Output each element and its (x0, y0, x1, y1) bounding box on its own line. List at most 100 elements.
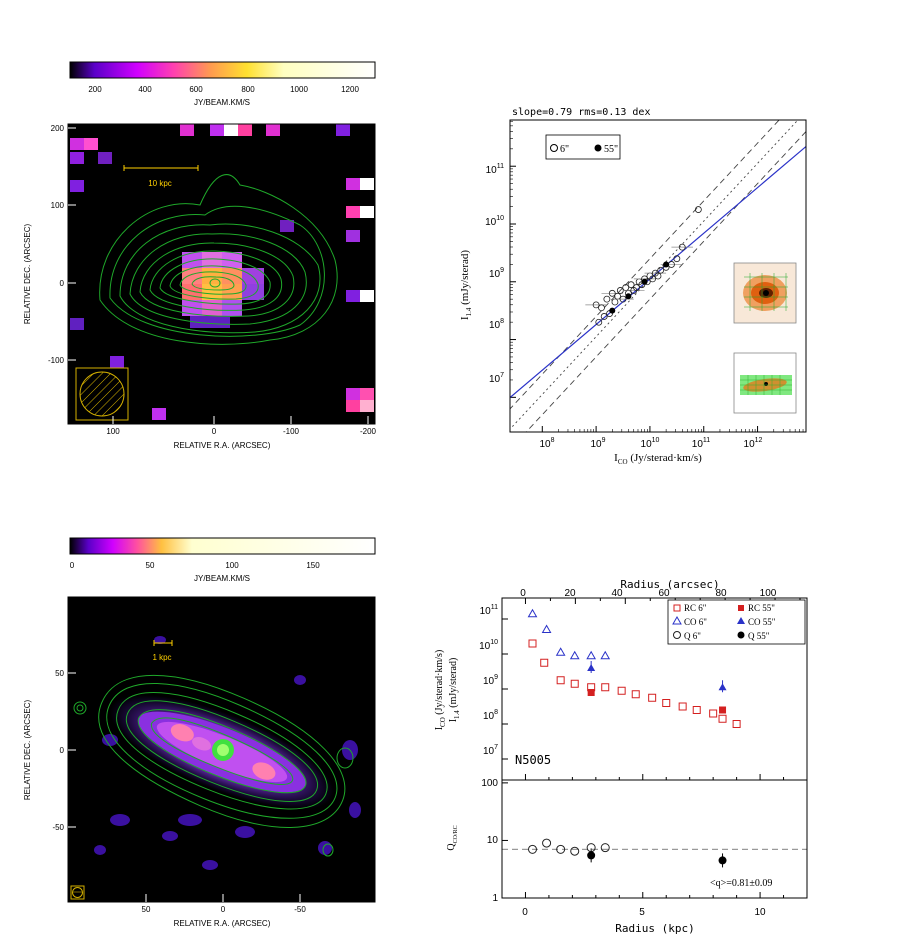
legend-label: Q 55" (748, 631, 770, 641)
x-tick: 0 (221, 905, 226, 914)
q-tick: 10 (487, 835, 499, 846)
rc-6arcsec-point (540, 658, 549, 667)
co-55arcsec-point (718, 683, 727, 691)
y-axis-label: I1.4 (mJy/sterad) (459, 250, 473, 320)
rc-6arcsec-point (678, 702, 687, 711)
rc-55arcsec-point (587, 689, 595, 696)
cb-tick: 0 (70, 561, 75, 570)
y-tick: 0 (60, 746, 65, 755)
cb-tick: 1200 (341, 85, 359, 94)
data-point-6arcsec (603, 295, 611, 303)
y-tick: 109 (489, 267, 504, 280)
co-6arcsec-point (600, 650, 611, 660)
co-6arcsec-point (555, 647, 566, 656)
map-ticks (68, 127, 369, 424)
data-point-55arcsec (663, 261, 670, 268)
thumbnail-co (733, 352, 797, 414)
cb-tick: 200 (88, 85, 102, 94)
x-tick: 5 (639, 907, 645, 918)
x-tick: 108 (539, 437, 554, 450)
y-tick: -50 (52, 823, 64, 832)
panel-b-svg: slope=0.79 rms=0.13 dex 6" 55" (459, 107, 807, 466)
rc-6arcsec-point (718, 714, 727, 723)
legend: 6" 55" (545, 134, 621, 160)
rc-6arcsec-point (709, 709, 718, 718)
x-tick: -100 (283, 427, 300, 436)
q-tick: 1 (492, 893, 498, 904)
co-contours (99, 174, 338, 345)
panel-a-co-map: 200 400 600 800 1000 1200 JY/BEAM.KM/S (0, 0, 450, 470)
y-tick: 108 (489, 318, 504, 331)
co-contours (98, 674, 346, 828)
reference-lines (510, 120, 806, 432)
legend-filled-label: 55" (604, 144, 618, 155)
lower-frame (501, 779, 808, 899)
legend-marker-rc6 (673, 604, 681, 612)
colorbar (69, 61, 376, 79)
cb-tick: 100 (225, 561, 239, 570)
co-6arcsec-point (527, 608, 538, 618)
secondary-contours (73, 701, 354, 857)
data-point-6arcsec (619, 295, 627, 303)
scalebar: 1 kpc (152, 640, 173, 662)
y-tick: 200 (51, 124, 65, 133)
cb-tick: 400 (138, 85, 152, 94)
map-ticks (68, 672, 301, 902)
data-point-55arcsec (641, 278, 648, 285)
y-tick: 108 (483, 709, 498, 722)
data-point-55arcsec (609, 307, 616, 314)
y-tick: 107 (489, 372, 504, 385)
data-point-6arcsec (595, 318, 603, 326)
top-tick: 20 (564, 588, 576, 599)
y-axis-label-q: QCO/RC (446, 825, 459, 850)
top-tick: 100 (760, 588, 777, 599)
top-tick: 0 (520, 588, 526, 599)
central-emission (182, 252, 264, 328)
data-point-6arcsec (654, 272, 662, 280)
panel-d-radial-profiles: Radius (arcsec) 0 20 40 60 80 100 107 10… (420, 570, 899, 940)
legend-marker-rc55 (738, 605, 744, 611)
profile-plot-area (502, 598, 808, 899)
rc-6arcsec-point (732, 720, 741, 728)
y-tick: 50 (55, 669, 64, 678)
scalebar: 10 kpc (123, 165, 199, 188)
x-tick: 0 (212, 427, 217, 436)
x-axis-label: RELATIVE R.A. (ARCSEC) (174, 441, 271, 450)
legend-label: Q 6" (684, 631, 701, 641)
rc-6arcsec-point (692, 706, 701, 714)
legend-filled-marker (594, 144, 602, 152)
data-point-6arcsec (600, 313, 608, 320)
legend: RC 6" RC 55" CO 6" CO 55" Q 6" Q 55" (667, 599, 806, 645)
data-point-6arcsec (598, 304, 605, 312)
cb-tick: 600 (189, 85, 203, 94)
legend-label: CO 6" (684, 617, 707, 627)
cb-tick: 150 (306, 561, 320, 570)
rc-6arcsec-point (570, 679, 579, 688)
legend-marker-q55 (737, 631, 745, 639)
legend-label: RC 6" (684, 603, 707, 613)
galaxy-name: N5005 (515, 753, 551, 767)
y-axis-label-co: ICO (Jy/sterad·km/s) (434, 650, 447, 731)
data-point-55arcsec (625, 293, 632, 300)
legend-open-marker (550, 144, 558, 152)
rc-6arcsec-point (601, 683, 610, 692)
colorbar-label: JY/BEAM.KM/S (194, 98, 250, 107)
x-tick: 109 (590, 437, 605, 450)
cb-tick: 800 (241, 85, 255, 94)
y-axis-label-rc: I1.4 (mJy/sterad) (448, 658, 461, 723)
panel-a-svg: 200 400 600 800 1000 1200 JY/BEAM.KM/S (23, 61, 377, 450)
x-tick: 50 (142, 905, 151, 914)
rc-55arcsec-point (719, 706, 727, 714)
data-point-6arcsec (694, 206, 702, 213)
x-tick: 0 (522, 907, 528, 918)
y-tick: 100 (51, 201, 65, 210)
cb-tick: 50 (146, 561, 155, 570)
legend-marker-q6 (673, 631, 681, 639)
colorbar (69, 537, 376, 555)
plot-title: slope=0.79 rms=0.13 dex (512, 107, 650, 118)
panel-b-scatter: slope=0.79 rms=0.13 dex 6" 55" (450, 95, 899, 475)
y-axis-label: RELATIVE DEC. (ARCSEC) (23, 700, 32, 801)
colorbar-label: JY/BEAM.KM/S (194, 574, 250, 583)
data-point-6arcsec (678, 243, 686, 251)
cb-tick: 1000 (290, 85, 308, 94)
